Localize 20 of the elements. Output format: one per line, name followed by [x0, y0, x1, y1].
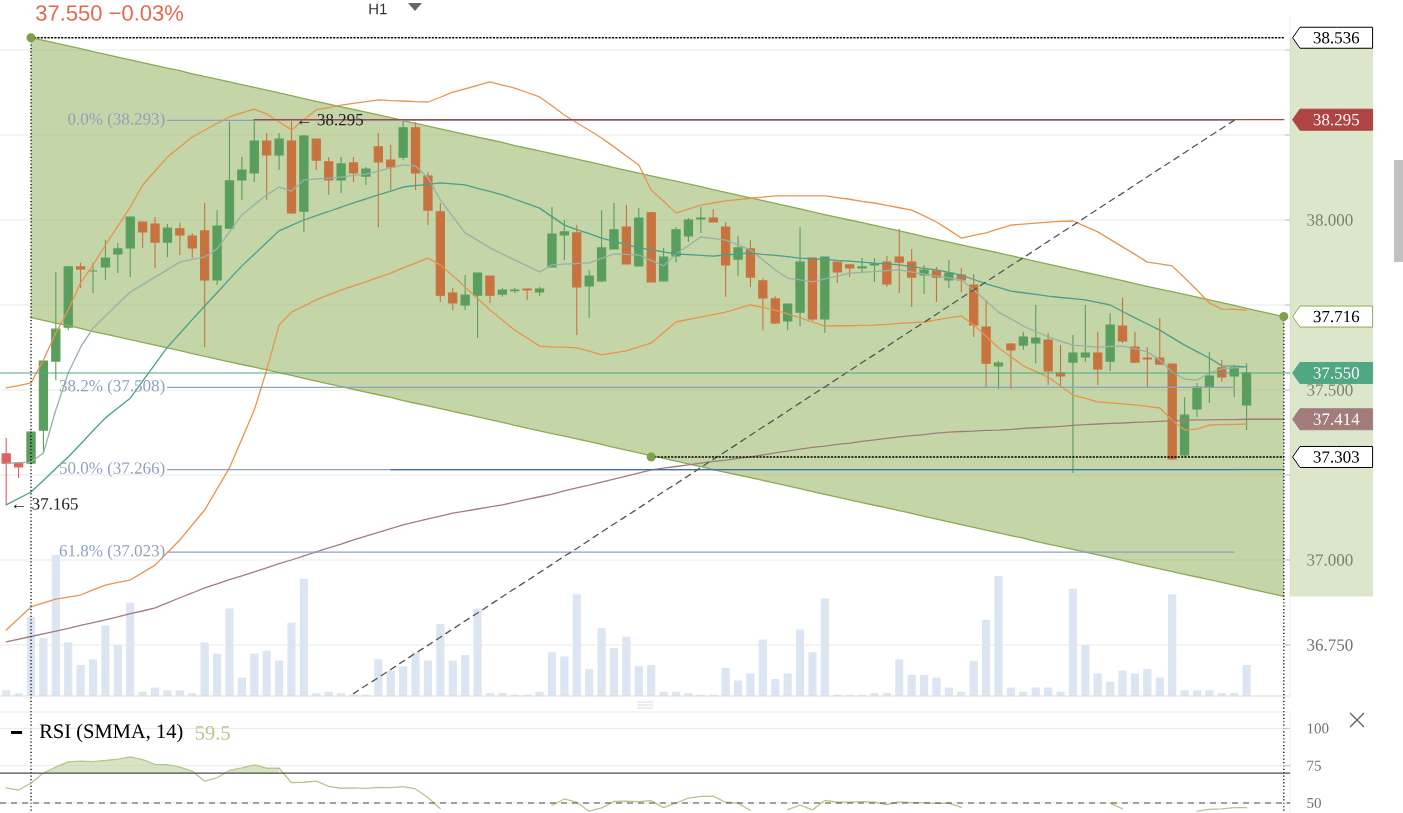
chart-subtitle: H1 [369, 3, 387, 15]
annotation: ← 37.165 [13, 498, 78, 510]
y-tick-label: 100 [1307, 723, 1329, 734]
y-tick-label: 37.500 [1307, 384, 1353, 396]
y-tick-label: 50 [1307, 797, 1321, 809]
series-label: 50.0% (37.266) [60, 461, 165, 478]
data-label: 37.303 [1313, 451, 1360, 463]
y-tick-label: 37.000 [1307, 554, 1353, 566]
y-tick-label: 75 [1307, 760, 1321, 771]
text: RSI (SMMA, 14) [39, 723, 183, 743]
y-tick-label: 38.000 [1307, 214, 1353, 226]
annotation: 59.5 [195, 726, 230, 740]
series-label: 61.8% (37.023) [59, 544, 165, 560]
data-label: 37.414 [1313, 413, 1360, 425]
data-label: 38.536 [1313, 31, 1360, 44]
data-label: 38.295 [1313, 113, 1360, 126]
y-tick-label: 36.750 [1307, 639, 1353, 651]
data-label: 37.716 [1313, 310, 1360, 323]
chart-title: 37.550 −0.03% [36, 5, 184, 21]
ref-line-label: 37.550 [1313, 367, 1360, 379]
